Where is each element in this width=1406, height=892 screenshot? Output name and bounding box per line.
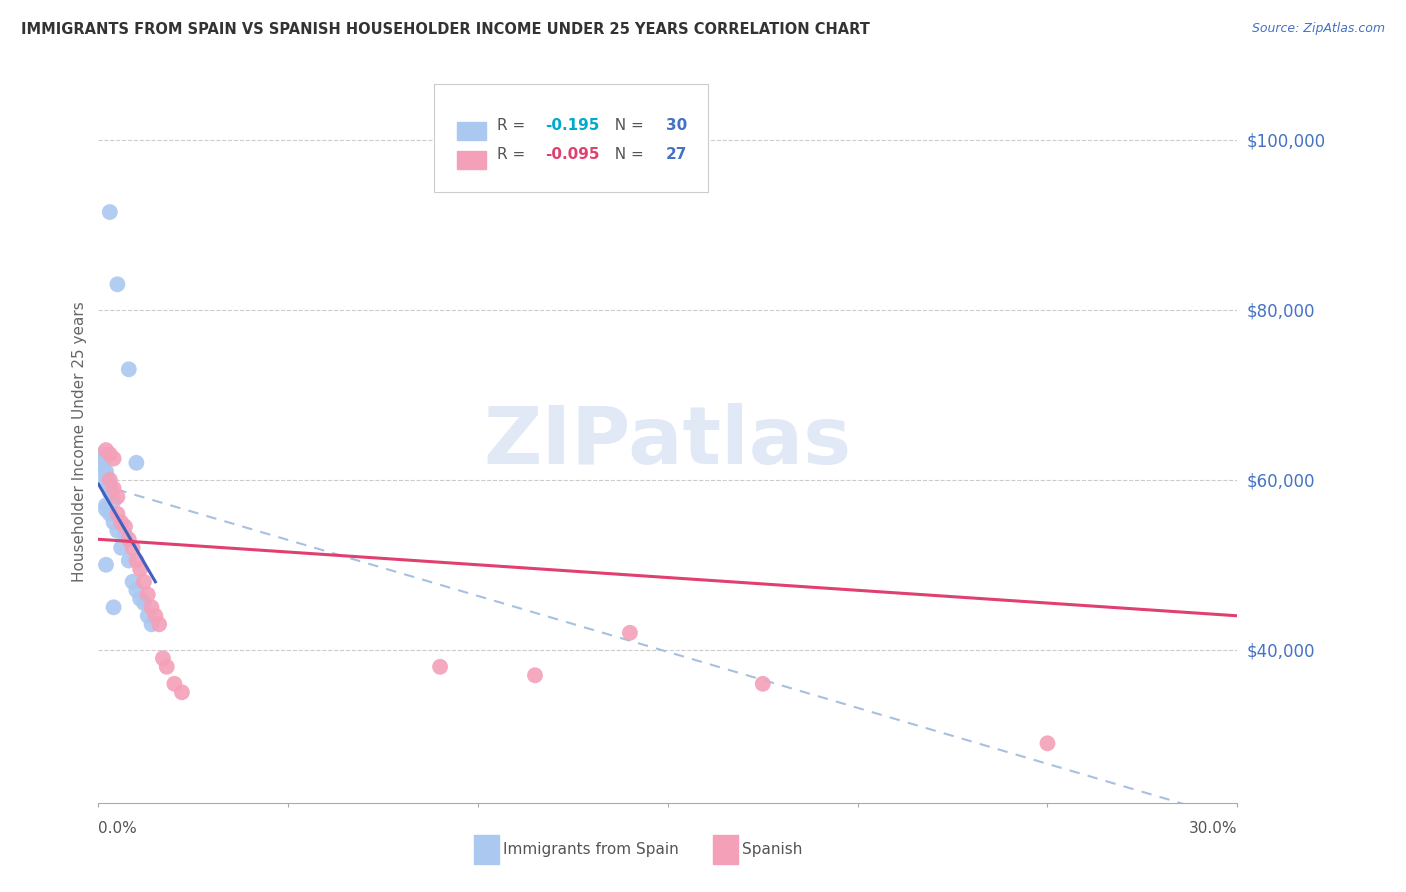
Point [94, 498, 117, 512]
Point [107, 277, 129, 292]
Text: R =: R = [498, 119, 530, 133]
Text: Immigrants from Spain: Immigrants from Spain [503, 842, 679, 857]
FancyBboxPatch shape [457, 151, 485, 169]
Text: 30.0%: 30.0% [1189, 821, 1237, 836]
Point [163, 677, 186, 691]
Text: IMMIGRANTS FROM SPAIN VS SPANISH HOUSEHOLDER INCOME UNDER 25 YEARS CORRELATION C: IMMIGRANTS FROM SPAIN VS SPANISH HOUSEHO… [21, 22, 870, 37]
Point [107, 524, 129, 538]
Text: Spanish: Spanish [742, 842, 803, 857]
Point [524, 668, 547, 682]
Text: 27: 27 [665, 147, 688, 162]
Point [125, 456, 148, 470]
Point [91, 451, 114, 466]
Point [114, 528, 136, 542]
Point [91, 460, 114, 475]
Point [118, 553, 141, 567]
Point [98, 205, 121, 219]
Point [107, 490, 129, 504]
FancyBboxPatch shape [474, 835, 499, 864]
Text: N =: N = [605, 119, 648, 133]
Point [141, 617, 163, 632]
Point [103, 516, 125, 530]
Point [94, 468, 117, 483]
Point [125, 553, 148, 567]
Point [91, 447, 114, 461]
Text: ZIPatlas: ZIPatlas [484, 402, 852, 481]
FancyBboxPatch shape [434, 84, 707, 193]
Point [98, 507, 121, 521]
Point [98, 485, 121, 500]
Point [129, 591, 152, 606]
Text: 0.0%: 0.0% [98, 821, 138, 836]
Text: R =: R = [498, 147, 530, 162]
Point [152, 651, 174, 665]
Y-axis label: Householder Income Under 25 years: Householder Income Under 25 years [72, 301, 87, 582]
Point [136, 608, 159, 623]
Point [98, 473, 121, 487]
Point [94, 464, 117, 478]
Point [107, 507, 129, 521]
Point [148, 617, 170, 632]
Text: N =: N = [605, 147, 648, 162]
Point [114, 519, 136, 533]
Point [132, 596, 155, 610]
Point [136, 588, 159, 602]
Point [429, 660, 451, 674]
Point [103, 494, 125, 508]
Point [132, 574, 155, 589]
Point [94, 558, 117, 572]
Point [170, 685, 193, 699]
Point [121, 574, 143, 589]
Point [103, 451, 125, 466]
Text: 30: 30 [665, 119, 686, 133]
Point [118, 533, 141, 547]
Point [145, 608, 167, 623]
Point [94, 443, 117, 458]
Text: -0.195: -0.195 [546, 119, 599, 133]
FancyBboxPatch shape [713, 835, 738, 864]
Point [121, 541, 143, 555]
Point [103, 481, 125, 495]
Point [129, 562, 152, 576]
Point [110, 541, 132, 555]
Text: Source: ZipAtlas.com: Source: ZipAtlas.com [1251, 22, 1385, 36]
Point [103, 600, 125, 615]
Point [94, 473, 117, 487]
Text: -0.095: -0.095 [546, 147, 599, 162]
Point [1036, 736, 1059, 750]
Point [98, 447, 121, 461]
Point [752, 677, 775, 691]
Point [125, 583, 148, 598]
Point [156, 660, 179, 674]
Point [94, 502, 117, 516]
Point [110, 516, 132, 530]
Point [98, 477, 121, 491]
Point [619, 625, 641, 640]
FancyBboxPatch shape [457, 122, 485, 140]
Point [141, 600, 163, 615]
Point [118, 362, 141, 376]
Point [98, 481, 121, 495]
